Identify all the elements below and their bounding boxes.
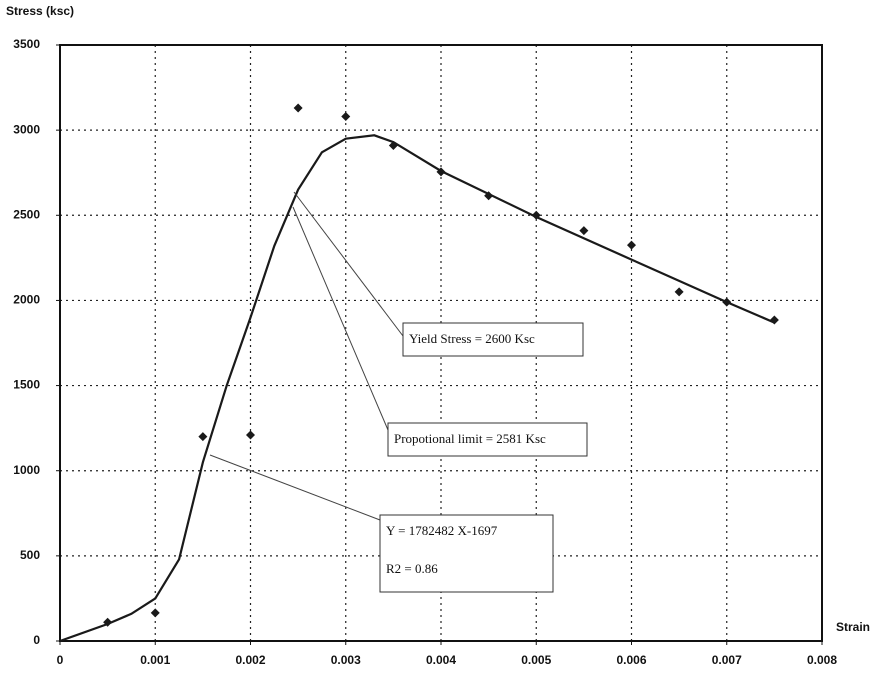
annotation-text: Y = 1782482 X-1697 [386,523,498,538]
y-tick-label: 500 [20,548,40,562]
x-axis-label: Strain [836,620,870,634]
x-tick-label: 0.005 [521,653,551,667]
plot-frame [59,44,823,642]
data-point [198,432,208,442]
data-point [150,608,160,618]
y-axis-label: Stress (ksc) [6,4,74,18]
data-point [246,430,255,440]
annotation-box [387,422,588,457]
annotation-box [379,514,554,593]
annotation-box [402,322,584,357]
y-tick-label: 0 [33,633,40,647]
x-tick-label: 0.006 [616,653,646,667]
x-tick-label: 0.003 [331,653,361,667]
leader-line [292,206,389,431]
y-tick-label: 3500 [13,37,40,51]
data-point [674,287,684,297]
y-tick-label: 3000 [13,122,40,136]
annotation-text: Yield Stress = 2600 Ksc [409,331,535,346]
x-tick-label: 0.004 [426,653,456,667]
leader-line [209,454,381,521]
x-tick-label: 0 [57,653,64,667]
fit-curve [59,134,775,643]
annotation-text: Propotional limit = 2581 Ksc [394,431,546,446]
y-tick-label: 2000 [13,293,40,307]
x-tick-label: 0.001 [140,653,170,667]
x-tick-label: 0.002 [235,653,265,667]
y-tick-label: 2500 [13,207,40,221]
y-tick-label: 1500 [13,378,40,392]
x-tick-label: 0.007 [712,653,742,667]
data-point [293,103,303,113]
x-tick-label: 0.008 [807,653,837,667]
data-point [579,226,589,236]
leader-line [293,191,404,337]
data-point [341,112,351,122]
y-tick-label: 1000 [13,463,40,477]
data-point [627,240,636,250]
annotation-text: R2 = 0.86 [386,561,438,576]
